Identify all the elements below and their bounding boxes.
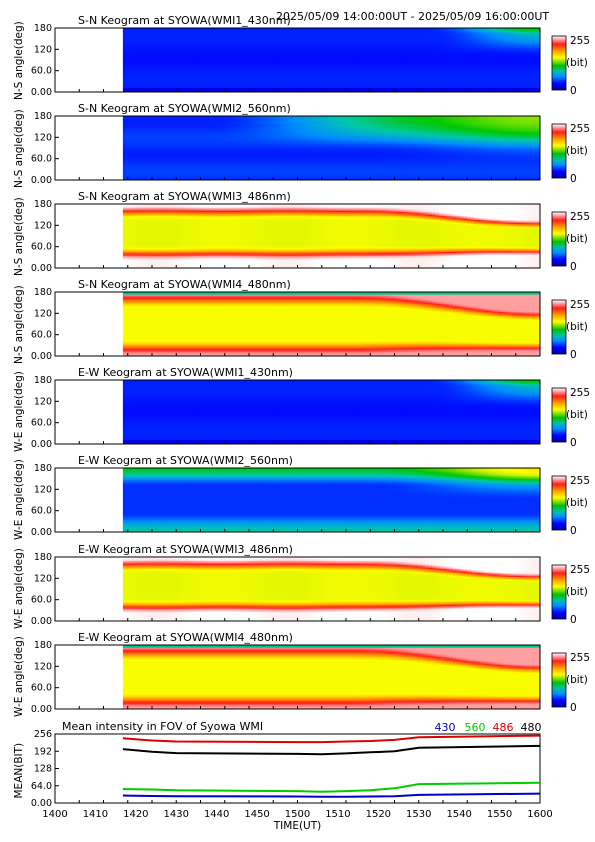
panel-title: S-N Keogram at SYOWA(WMI1_430nm) [78, 14, 291, 27]
chart-panel-1: S-N Keogram at SYOWA(WMI1_430nm)0.0060.0… [13, 14, 590, 100]
time-range-label: 2025/05/09 14:00:00UT - 2025/05/09 16:00… [276, 10, 549, 23]
